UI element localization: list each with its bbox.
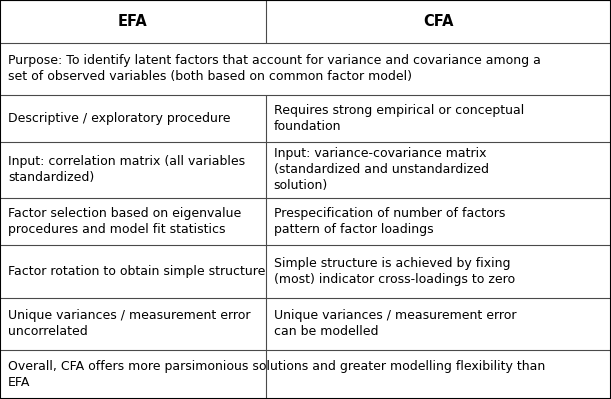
Text: Unique variances / measurement error
can be modelled: Unique variances / measurement error can…	[274, 309, 516, 338]
Text: Purpose: To identify latent factors that account for variance and covariance amo: Purpose: To identify latent factors that…	[8, 54, 541, 83]
Text: Input: correlation matrix (all variables
standardized): Input: correlation matrix (all variables…	[8, 155, 245, 184]
Text: Requires strong empirical or conceptual
foundation: Requires strong empirical or conceptual …	[274, 104, 524, 132]
Text: Simple structure is achieved by fixing
(most) indicator cross-loadings to zero: Simple structure is achieved by fixing (…	[274, 257, 515, 286]
Text: Prespecification of number of factors
pattern of factor loadings: Prespecification of number of factors pa…	[274, 207, 505, 236]
Text: EFA: EFA	[118, 14, 148, 29]
Text: Factor selection based on eigenvalue
procedures and model fit statistics: Factor selection based on eigenvalue pro…	[8, 207, 241, 236]
Text: Unique variances / measurement error
uncorrelated: Unique variances / measurement error unc…	[8, 309, 251, 338]
Text: Overall, CFA offers more parsimonious solutions and greater modelling flexibilit: Overall, CFA offers more parsimonious so…	[8, 360, 545, 389]
Text: Input: variance-covariance matrix
(standardized and unstandardized
solution): Input: variance-covariance matrix (stand…	[274, 147, 489, 192]
Text: Factor rotation to obtain simple structure: Factor rotation to obtain simple structu…	[8, 265, 265, 278]
Text: CFA: CFA	[423, 14, 453, 29]
Text: Descriptive / exploratory procedure: Descriptive / exploratory procedure	[8, 112, 230, 124]
